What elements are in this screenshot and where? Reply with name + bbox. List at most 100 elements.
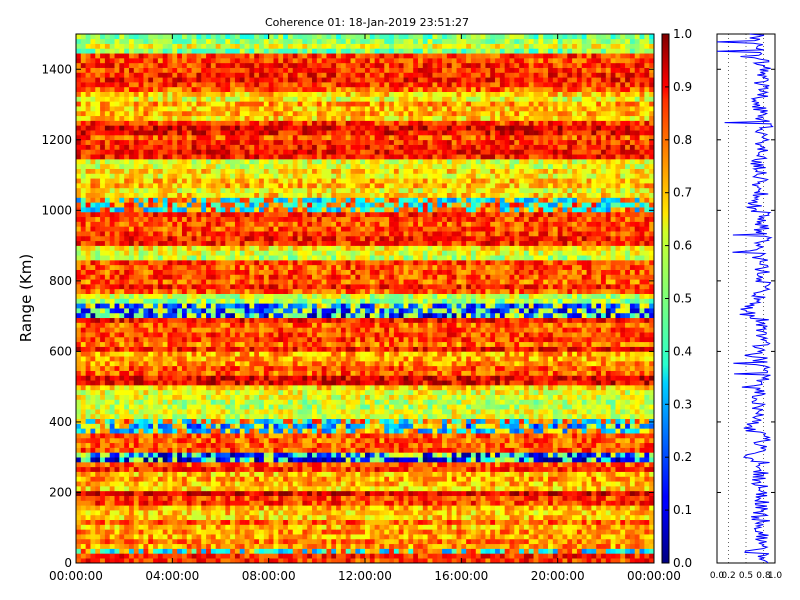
heatmap-cell [389, 457, 395, 463]
heatmap-cell [495, 553, 501, 559]
heatmap-cell [432, 418, 438, 424]
heatmap-cell [230, 553, 236, 559]
heatmap-cell [340, 423, 347, 429]
heatmap-cell [181, 543, 188, 549]
heatmap-cell [581, 495, 587, 501]
heatmap-cell [85, 433, 91, 439]
heatmap-cell [514, 404, 520, 410]
heatmap-cell [153, 442, 159, 448]
heatmap-cell [408, 553, 414, 559]
heatmap-cell [615, 500, 621, 506]
heatmap-cell [104, 476, 111, 482]
heatmap-cell [586, 481, 592, 487]
heatmap-cell [109, 375, 115, 381]
heatmap-cell [321, 437, 327, 444]
heatmap-cell [572, 481, 578, 487]
heatmap-cell [417, 423, 424, 429]
heatmap-cell [181, 486, 188, 492]
heatmap-cell [437, 389, 443, 395]
heatmap-cell [172, 442, 178, 448]
heatmap-cell [523, 543, 530, 549]
heatmap-cell [572, 534, 578, 540]
heatmap-cell [374, 510, 380, 516]
heatmap-cell [191, 399, 197, 405]
heatmap-cell [413, 543, 419, 549]
heatmap-cell [350, 466, 356, 472]
heatmap-cell [138, 529, 144, 535]
heatmap-cell [268, 543, 274, 549]
heatmap-cell [292, 457, 298, 463]
heatmap-cell [533, 490, 539, 496]
heatmap-cell [384, 510, 390, 516]
heatmap-cell [321, 428, 327, 434]
heatmap-cell [345, 466, 351, 472]
heatmap-cell [355, 519, 361, 525]
heatmap-cell [403, 514, 409, 521]
heatmap-cell [475, 543, 481, 549]
heatmap-cell [581, 452, 587, 458]
heatmap-cell [581, 490, 587, 496]
heatmap-cell [167, 490, 173, 496]
heatmap-cell [133, 413, 139, 420]
heatmap-cell [297, 500, 303, 506]
heatmap-cell [287, 442, 294, 448]
heatmap-cell [528, 553, 534, 559]
heatmap-cell [514, 428, 520, 434]
heatmap-cell [302, 471, 308, 477]
heatmap-cell [331, 457, 337, 463]
heatmap-cell [485, 534, 491, 540]
heatmap-cell [548, 423, 554, 429]
heatmap-cell [427, 394, 433, 400]
heatmap-cell [393, 543, 400, 549]
heatmap-cell [312, 428, 318, 434]
heatmap-cell [422, 409, 428, 415]
heatmap-cell [162, 500, 168, 506]
heatmap-cell [408, 413, 414, 420]
heatmap-cell [297, 476, 303, 482]
heatmap-cell [292, 423, 298, 429]
heatmap-cell [331, 486, 337, 492]
heatmap-cell [119, 466, 125, 472]
heatmap-cell [278, 370, 284, 376]
heatmap-cell [543, 553, 549, 559]
heatmap-cell [610, 529, 616, 535]
heatmap-cell [95, 529, 101, 535]
heatmap-cell [167, 543, 173, 549]
heatmap-cell [360, 505, 366, 511]
heatmap-cell [403, 462, 409, 468]
heatmap-cell [413, 462, 419, 468]
heatmap-cell [369, 404, 375, 410]
heatmap-cell [201, 486, 207, 492]
heatmap-cell [567, 437, 573, 444]
heatmap-cell [514, 466, 520, 472]
heatmap-cell [422, 452, 428, 458]
heatmap-cell [533, 418, 539, 424]
heatmap-cell [153, 389, 159, 395]
heatmap-cell [167, 524, 173, 530]
heatmap-cell [278, 524, 284, 530]
heatmap-cell [259, 394, 265, 400]
heatmap-cell [302, 385, 308, 391]
heatmap-cell [543, 510, 549, 516]
heatmap-cell [302, 481, 308, 487]
heatmap-cell [355, 524, 361, 530]
heatmap-cell [475, 524, 481, 530]
heatmap-cell [263, 490, 269, 496]
heatmap-cell [76, 404, 82, 410]
heatmap-cell [572, 490, 578, 496]
heatmap-cell [76, 418, 82, 424]
heatmap-cell [398, 380, 404, 386]
heatmap-cell [210, 423, 216, 429]
heatmap-cell [480, 534, 486, 540]
heatmap-cell [596, 457, 602, 463]
heatmap-cell [263, 543, 269, 549]
heatmap-cell [557, 486, 563, 492]
heatmap-cell [80, 442, 86, 448]
heatmap-cell [85, 548, 91, 554]
heatmap-cell [80, 495, 86, 501]
heatmap-cell [292, 365, 298, 371]
heatmap-cell [567, 385, 573, 391]
heatmap-cell [109, 476, 115, 482]
heatmap-cell [548, 510, 554, 516]
heatmap-cell [379, 447, 385, 453]
